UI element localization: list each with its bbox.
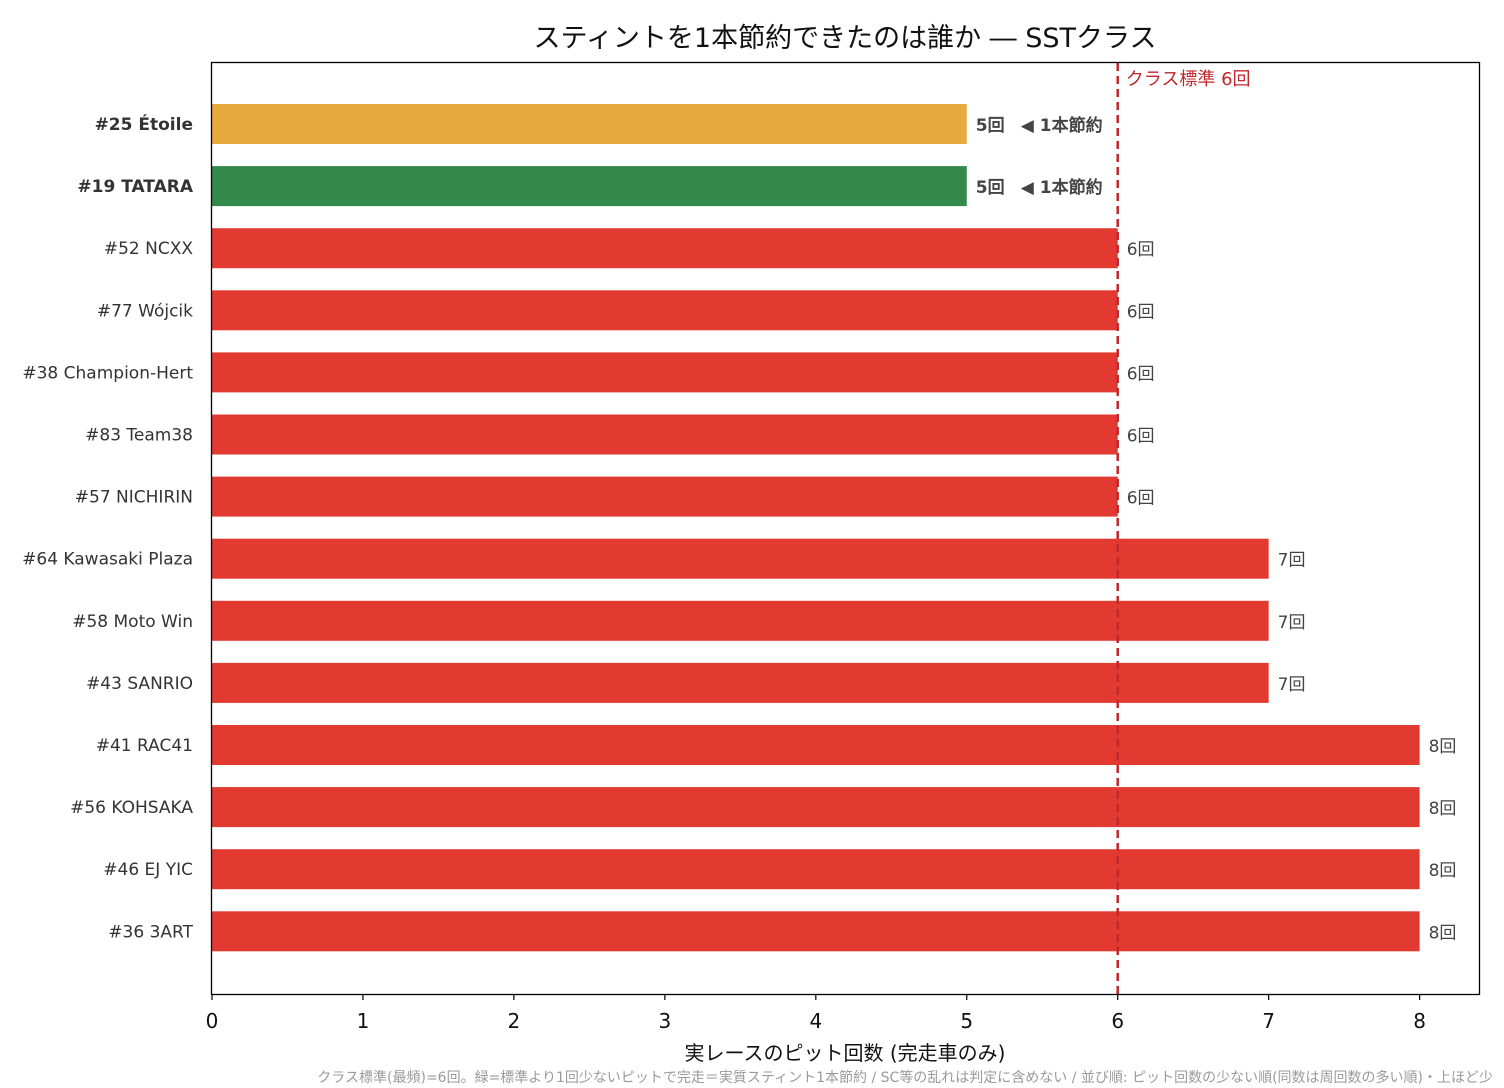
category-label: #38 Champion-Hert (22, 363, 193, 383)
category-label: #83 Team38 (85, 426, 193, 446)
value-label: 8回 (1429, 799, 1457, 819)
value-label: 8回 (1429, 923, 1457, 943)
category-label: #57 NICHIRIN (75, 488, 193, 508)
category-label: #77 Wójcik (97, 301, 193, 321)
bar (212, 600, 1269, 641)
x-tick-label: 4 (809, 1009, 822, 1033)
value-label: 6回 (1127, 240, 1155, 260)
x-tick-label: 6 (1111, 1009, 1124, 1033)
bar (212, 290, 1118, 331)
x-tick-label: 5 (960, 1009, 973, 1033)
bars-layer: #25 Étoile 5回 ◀ 1本節約 #19 TATARA 5回 ◀ 1本節約 #52 … (22, 104, 1457, 952)
bar (212, 538, 1269, 579)
category-label: #56 KOHSAKA (70, 798, 193, 818)
bar (212, 849, 1420, 890)
x-tick-label: 0 (206, 1009, 219, 1033)
value-label: 6回 (1127, 364, 1155, 384)
x-tick-label: 3 (658, 1009, 671, 1033)
category-label: #19 TATARA (77, 177, 193, 197)
bar (212, 228, 1118, 269)
reference-layer: クラス標準 6回 (1116, 63, 1251, 994)
value-label: 8回 (1429, 737, 1457, 757)
bar (212, 104, 967, 144)
bar (212, 476, 1118, 517)
bar (212, 662, 1269, 703)
save-note: ◀ 1本節約 (1021, 115, 1103, 136)
x-tick-label: 1 (357, 1009, 370, 1033)
category-label: #36 3ART (108, 922, 193, 942)
value-label: 8回 (1429, 861, 1457, 881)
x-axis: 0 1 2 3 4 5 6 7 8 (206, 994, 1426, 1033)
category-label: #25 Étoile (95, 113, 193, 135)
x-axis-title: 実レースのピット回数 (完走車のみ) (685, 1041, 1006, 1065)
value-label: 7回 (1278, 551, 1306, 571)
bar (212, 352, 1118, 393)
category-label: #64 Kawasaki Plaza (22, 550, 193, 570)
bar (212, 787, 1420, 828)
category-label: #58 Moto Win (72, 612, 193, 632)
category-label: #46 EJ YIC (103, 860, 193, 880)
value-label: 6回 (1127, 427, 1155, 447)
bar (212, 725, 1420, 765)
value-label: 5回 (976, 116, 1005, 136)
chart-title: スティントを1本節約できたのは誰か ― SSTクラス (534, 23, 1157, 54)
bar (212, 911, 1420, 952)
save-note: ◀ 1本節約 (1021, 177, 1103, 198)
reference-label: クラス標準 6回 (1126, 69, 1251, 90)
x-tick-label: 8 (1413, 1009, 1426, 1033)
bar (212, 166, 967, 207)
x-tick-label: 7 (1262, 1009, 1275, 1033)
value-label: 6回 (1127, 489, 1155, 509)
category-label: #43 SANRIO (86, 674, 193, 694)
value-label: 7回 (1278, 675, 1306, 695)
footnote: クラス標準(最頻)=6回。緑=標準より1回少ないピットで完走＝実質スティント1本… (317, 1069, 1493, 1086)
value-label: 5回 (976, 178, 1005, 198)
plot-frame (210, 61, 1481, 996)
category-label: #52 NCXX (104, 239, 194, 259)
bar (212, 414, 1118, 455)
value-label: 7回 (1278, 613, 1306, 633)
x-tick-label: 2 (508, 1009, 521, 1033)
value-label: 6回 (1127, 302, 1155, 322)
category-label: #41 RAC41 (96, 736, 193, 756)
